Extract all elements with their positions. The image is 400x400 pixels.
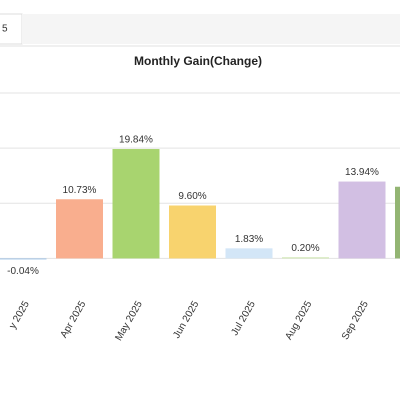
bar — [0, 258, 47, 260]
tab-bar — [22, 14, 400, 44]
value-label: 13.94% — [345, 167, 379, 178]
bar — [282, 257, 329, 259]
value-label: 10.73% — [63, 185, 97, 196]
bar — [112, 149, 160, 259]
bar — [169, 205, 216, 259]
bar — [395, 186, 400, 259]
value-label: 0.20% — [291, 243, 319, 254]
bar — [338, 181, 386, 259]
tab-label[interactable]: 5 — [2, 24, 8, 35]
chart-title: Monthly Gain(Change) — [134, 54, 262, 68]
bar — [225, 248, 273, 259]
value-label: -0.04% — [7, 266, 39, 277]
value-label: 9.60% — [178, 191, 206, 202]
bar — [56, 199, 103, 259]
value-label: 19.84% — [119, 135, 153, 146]
value-label: 1.83% — [235, 234, 263, 245]
